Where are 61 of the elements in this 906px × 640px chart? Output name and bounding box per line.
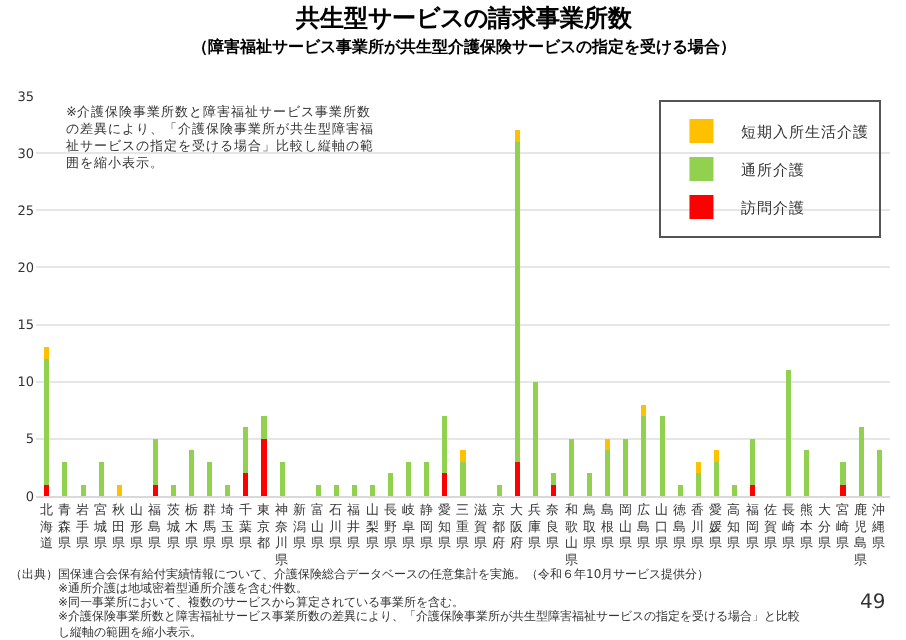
bar [532,381,538,496]
bar [315,484,321,496]
bar [840,484,846,496]
bar [243,427,249,474]
bar [116,484,122,496]
bar [840,461,846,485]
bar [550,484,556,496]
bar [98,461,104,496]
bar [569,438,575,496]
bar [641,416,647,496]
bar [514,130,520,142]
bar [804,450,810,496]
bar [152,484,158,496]
bar [351,484,357,496]
bar [876,450,882,496]
bar [460,450,466,462]
bar [749,438,756,485]
bar [460,461,466,496]
bar [406,461,412,496]
bar [605,450,611,496]
bar [713,461,719,496]
bar [333,484,339,496]
bar [80,484,86,496]
bar [189,450,195,496]
bar [749,484,756,496]
bar [641,404,647,416]
bar [388,473,394,496]
bar [713,450,719,462]
bar [44,347,50,359]
bar [62,461,68,496]
bar [695,461,701,474]
bar [587,473,593,496]
bar [44,358,50,485]
bar [605,438,611,451]
bar [514,461,520,496]
bar [207,461,213,496]
bar [677,484,683,496]
bar [370,484,376,496]
bar [44,484,50,496]
bar [623,438,629,496]
chart-subtitle: （障害福祉サービス事業所が共生型介護保険サービスの指定を受ける場合） [192,36,736,56]
bar [496,484,502,496]
bar [424,461,430,496]
bar [858,427,864,496]
chart-title: 共生型サービスの請求事業所数 [294,4,634,32]
text: 49 [860,592,886,614]
bar [170,484,177,496]
bar [261,438,267,496]
bar [152,438,158,485]
bar [243,473,249,496]
bar [514,141,520,462]
bar [442,416,448,474]
bar [225,484,231,496]
bar [279,461,285,496]
bar [731,484,737,496]
bar [442,473,448,496]
bar [659,416,665,496]
bar [550,473,556,485]
bar [261,416,267,439]
bar [786,370,792,496]
bar [695,473,701,496]
